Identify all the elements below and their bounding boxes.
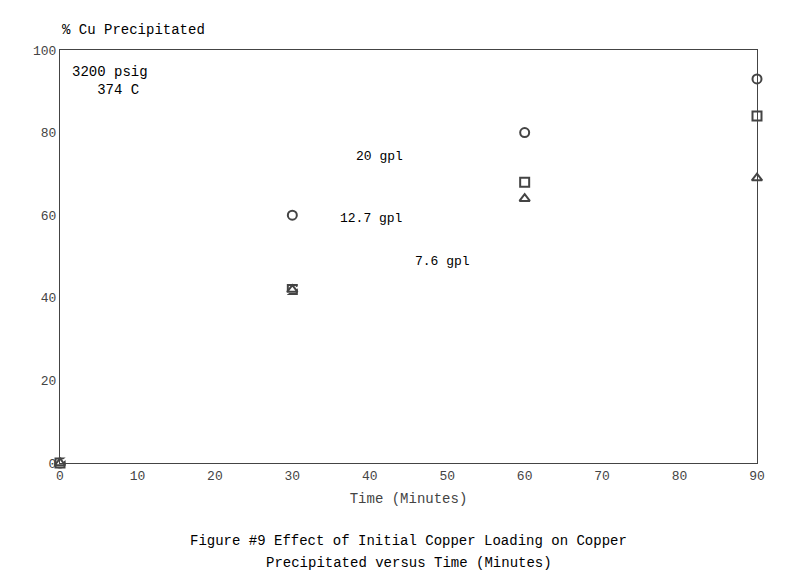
svg-text:0: 0 [49,457,57,472]
svg-text:12.7 gpl: 12.7 gpl [340,211,403,226]
svg-text:Time (Minutes): Time (Minutes) [350,491,468,507]
svg-text:50: 50 [439,469,455,484]
svg-text:40: 40 [362,469,378,484]
svg-text:80: 80 [41,126,57,141]
svg-text:20: 20 [41,374,57,389]
svg-text:70: 70 [594,469,610,484]
svg-text:100: 100 [33,44,56,59]
svg-text:90: 90 [749,469,765,484]
svg-text:7.6 gpl: 7.6 gpl [415,254,470,269]
svg-text:20: 20 [207,469,223,484]
svg-text:% Cu Precipitated: % Cu Precipitated [62,22,205,38]
svg-text:0: 0 [56,469,64,484]
svg-text:80: 80 [672,469,688,484]
svg-text:Precipitated versus Time (Minu: Precipitated versus Time (Minutes) [266,555,552,571]
svg-text:10: 10 [130,469,146,484]
svg-text:3200 psig 374 C: 3200 psig 374 C [72,64,148,98]
svg-text:60: 60 [517,469,533,484]
svg-text:20 gpl: 20 gpl [356,149,403,164]
svg-text:Figure #9 Effect of Initial Co: Figure #9 Effect of Initial Copper Loadi… [190,533,627,549]
svg-text:40: 40 [41,291,57,306]
svg-text:60: 60 [41,209,57,224]
svg-text:30: 30 [285,469,301,484]
